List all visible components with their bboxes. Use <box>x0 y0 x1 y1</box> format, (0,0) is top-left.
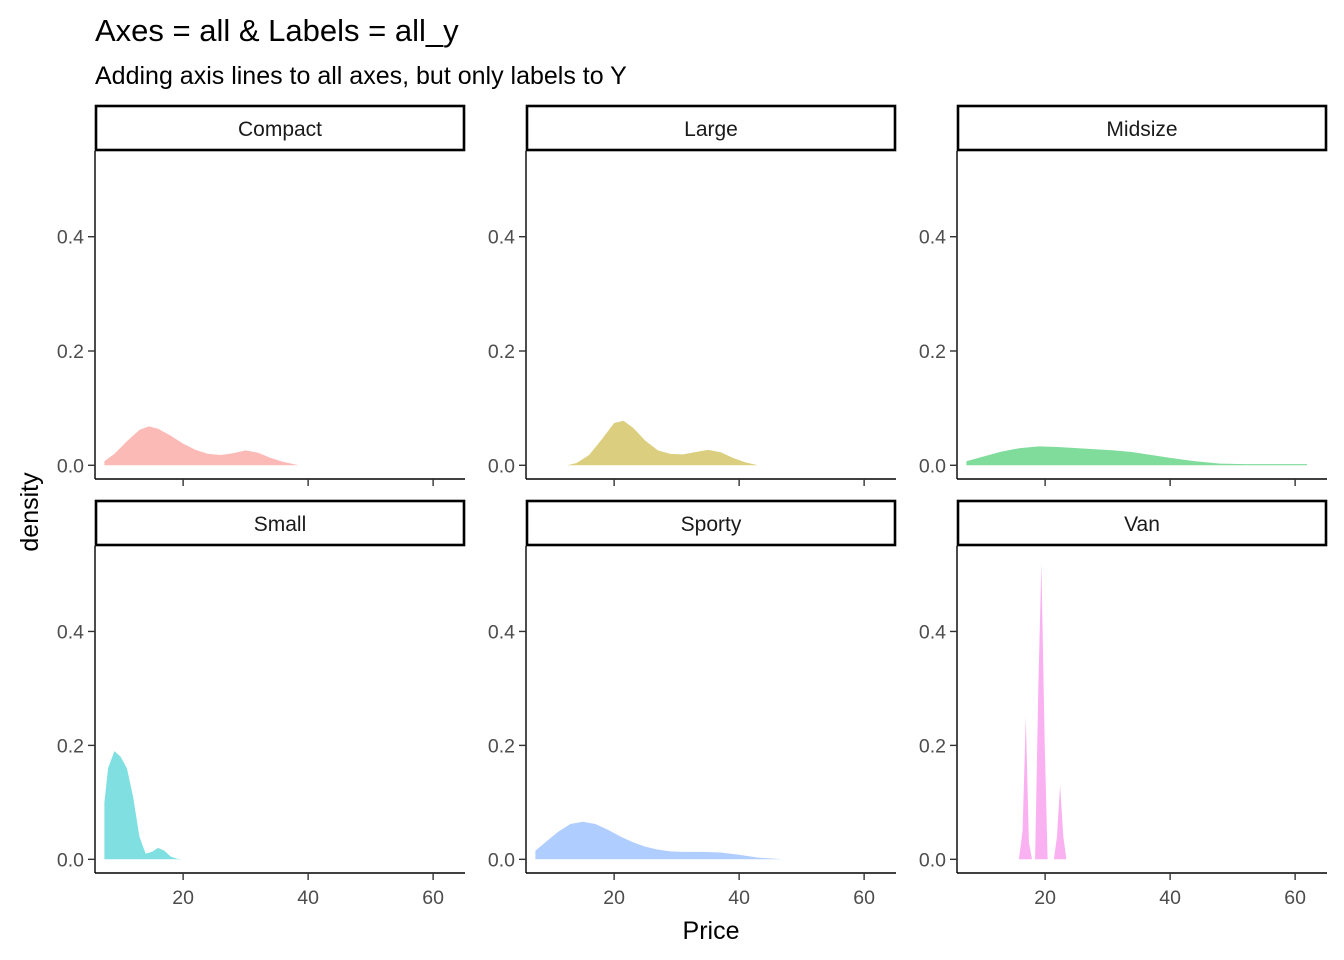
x-tick-label-small: 40 <box>297 887 319 909</box>
facet-strip-label-small: Small <box>254 513 307 536</box>
facet-panel-van: Van 0.0 0.2 0.4 20 40 60 <box>919 499 1328 909</box>
y-tick-label-large: 0.4 <box>488 227 515 249</box>
y-tick-label-sporty: 0.4 <box>488 621 515 643</box>
facet-strip-label-large: Large <box>684 118 738 141</box>
facet-grid: Compact 0.0 0.2 0.4 Large 0.0 0.2 0.4 Midsize 0.0… <box>57 104 1328 909</box>
chart-subtitle: Adding axis lines to all axes, but only … <box>95 62 627 90</box>
x-tick-label-small: 20 <box>172 887 194 909</box>
facet-strip-small <box>94 499 466 547</box>
y-tick-label-large: 0.0 <box>488 455 515 477</box>
y-tick-label-midsize: 0.4 <box>919 227 946 249</box>
facet-panel-sporty: Sporty 0.0 0.2 0.4 20 40 60 <box>488 499 897 909</box>
y-tick-label-large: 0.2 <box>488 341 515 363</box>
y-tick-label-compact: 0.0 <box>57 455 84 477</box>
y-tick-label-compact: 0.2 <box>57 341 84 363</box>
y-tick-label-compact: 0.4 <box>57 227 84 249</box>
density-area-van <box>1018 563 1067 860</box>
facet-strip-compact <box>94 104 466 152</box>
y-tick-label-midsize: 0.0 <box>919 455 946 477</box>
x-tick-label-sporty: 20 <box>603 887 625 909</box>
facet-strip-label-compact: Compact <box>238 118 322 141</box>
x-tick-label-van: 20 <box>1034 887 1056 909</box>
facet-strip-midsize <box>956 104 1328 152</box>
y-tick-label-small: 0.4 <box>57 621 84 643</box>
y-tick-label-small: 0.0 <box>57 849 84 871</box>
facet-panel-small: Small 0.0 0.2 0.4 20 40 60 <box>57 499 466 909</box>
x-tick-label-small: 60 <box>422 887 444 909</box>
y-tick-label-sporty: 0.0 <box>488 849 515 871</box>
density-area-large <box>567 420 758 466</box>
facet-strip-label-midsize: Midsize <box>1106 118 1177 141</box>
density-area-small <box>104 751 184 860</box>
x-tick-label-van: 60 <box>1284 887 1306 909</box>
chart-title: Axes = all & Labels = all_y <box>95 13 459 48</box>
x-tick-label-sporty: 60 <box>853 887 875 909</box>
density-area-midsize <box>966 446 1307 466</box>
y-tick-label-van: 0.2 <box>919 735 946 757</box>
x-tick-label-sporty: 40 <box>728 887 750 909</box>
x-tick-label-van: 40 <box>1159 887 1181 909</box>
facet-strip-label-van: Van <box>1124 513 1160 536</box>
y-tick-label-van: 0.4 <box>919 621 946 643</box>
density-area-compact <box>104 426 299 466</box>
facet-strip-sporty <box>525 499 897 547</box>
facet-strip-van <box>956 499 1328 547</box>
facet-strip-label-sporty: Sporty <box>681 513 742 536</box>
y-tick-label-small: 0.2 <box>57 735 84 757</box>
y-tick-label-sporty: 0.2 <box>488 735 515 757</box>
y-tick-label-midsize: 0.2 <box>919 341 946 363</box>
density-area-sporty <box>535 821 783 860</box>
y-axis-title: density <box>16 472 44 552</box>
facet-strip-large <box>525 104 897 152</box>
facet-panel-compact: Compact 0.0 0.2 0.4 <box>57 104 466 486</box>
y-tick-label-van: 0.0 <box>919 849 946 871</box>
facet-panel-large: Large 0.0 0.2 0.4 <box>488 104 897 486</box>
x-axis-title: Price <box>683 917 740 945</box>
facet-panel-midsize: Midsize 0.0 0.2 0.4 <box>919 104 1328 486</box>
